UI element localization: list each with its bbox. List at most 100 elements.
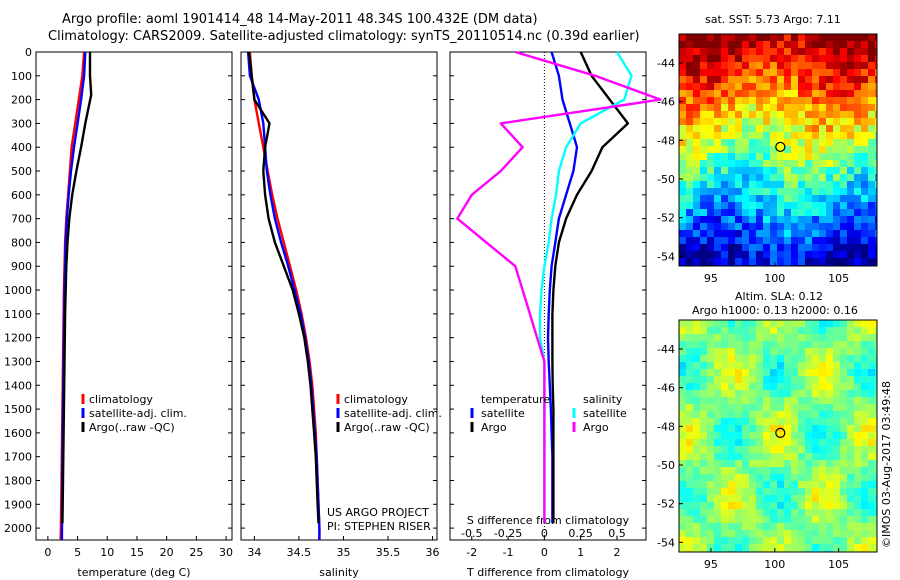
sla_map-cell [868, 355, 875, 362]
sst_map-cell [798, 90, 805, 97]
sst_map-cell [770, 104, 777, 111]
sst_map-cell [868, 202, 875, 209]
sla_map-cell [707, 488, 714, 495]
sst_map-cell [854, 104, 861, 111]
sst_map-cell [749, 153, 756, 160]
sla_map-cell [749, 341, 756, 348]
sst_map-cell [847, 76, 854, 83]
sla_map-cell [770, 502, 777, 509]
sla_map-cell [784, 488, 791, 495]
sla_map-cell [763, 341, 770, 348]
sla_map-cell [798, 341, 805, 348]
sla_map-cell [798, 502, 805, 509]
sst_map-cell [686, 69, 693, 76]
sla_map-cell [728, 495, 735, 502]
sla_map-cell [777, 544, 784, 551]
sla_map-cell [861, 446, 868, 453]
sla_map-cell [833, 439, 840, 446]
sst_map-cell [847, 188, 854, 195]
sst_map-cell [840, 125, 847, 132]
sst_map-cell [700, 111, 707, 118]
sla_map-cell [749, 488, 756, 495]
depth-tick-label: 300 [11, 117, 32, 130]
sst_map-cell [875, 132, 877, 139]
sst_map-cell [840, 195, 847, 202]
sst_map-cell [721, 174, 728, 181]
sla_map-cell [728, 404, 735, 411]
sla_map-cell [686, 446, 693, 453]
sla_map-cell [707, 390, 714, 397]
sst_map-cell [840, 188, 847, 195]
sla_map-cell [777, 376, 784, 383]
sla_map-cell [875, 376, 877, 383]
sla_map-cell [679, 397, 686, 404]
sst_map-cell [875, 244, 877, 251]
sst_map-cell [756, 167, 763, 174]
sst_map-cell [728, 97, 735, 104]
sla_map-cell [812, 502, 819, 509]
sst_map-cell [826, 167, 833, 174]
sla_map-cell [770, 327, 777, 334]
sla_map-cell [791, 432, 798, 439]
sla_map-cell [721, 488, 728, 495]
sst_map-cell [763, 195, 770, 202]
argo-position-marker [775, 141, 786, 153]
sla_map-cell [812, 320, 819, 327]
sla_map-cell [735, 460, 742, 467]
sla_map-cell [798, 432, 805, 439]
sla_map-cell [868, 439, 875, 446]
sst_map-cell [819, 118, 826, 125]
sla_map-cell [798, 530, 805, 537]
sla_map-cell [700, 390, 707, 397]
sst_map-cell [854, 195, 861, 202]
sst_map-cell [770, 90, 777, 97]
sla_map-cell [777, 320, 784, 327]
sst_map-cell [854, 244, 861, 251]
sst_map-cell [770, 188, 777, 195]
sla_map-cell [819, 334, 826, 341]
sst_map-cell [840, 132, 847, 139]
sla_map-cell [812, 509, 819, 516]
sst_map-cell [777, 97, 784, 104]
sst_map-cell [763, 48, 770, 55]
sst_map-cell [770, 48, 777, 55]
sst_map-cell [805, 125, 812, 132]
sla_map-cell [875, 320, 877, 327]
sst_map-cell [728, 216, 735, 223]
sla_map-cell [854, 376, 861, 383]
sla_map-cell [812, 537, 819, 544]
sla_map-cell [826, 327, 833, 334]
sla_map-cell [700, 467, 707, 474]
sst_map-cell [854, 55, 861, 62]
sla_map-cell [854, 544, 861, 551]
sst_map-cell [693, 202, 700, 209]
sla_map-cell [707, 341, 714, 348]
sst_map-cell [742, 251, 749, 258]
sst_map-cell [812, 188, 819, 195]
sst_map-cell [868, 132, 875, 139]
sst_map-cell [686, 223, 693, 230]
sst_map-cell [742, 244, 749, 251]
sla_map-cell [826, 369, 833, 376]
sla_map-cell [749, 362, 756, 369]
sst_map-cell [777, 223, 784, 230]
sla_map-cell [798, 474, 805, 481]
sla_map-cell [791, 397, 798, 404]
sla_map-cell [756, 509, 763, 516]
sst_map-cell [840, 202, 847, 209]
sst_map-cell [735, 41, 742, 48]
sla_map-cell [679, 502, 686, 509]
sla_map-cell [770, 481, 777, 488]
sst_map-cell [784, 146, 791, 153]
sla_map-cell [791, 411, 798, 418]
sst_map-cell [784, 202, 791, 209]
sst_map-cell [847, 160, 854, 167]
sla_map-cell [791, 390, 798, 397]
sst_map-cell [700, 132, 707, 139]
sst_map-cell [693, 132, 700, 139]
sla_map-cell [763, 376, 770, 383]
sla_map-cell [679, 376, 686, 383]
sst_map-cell [798, 62, 805, 69]
sst_map-cell [833, 209, 840, 216]
sla_map-cell [826, 495, 833, 502]
